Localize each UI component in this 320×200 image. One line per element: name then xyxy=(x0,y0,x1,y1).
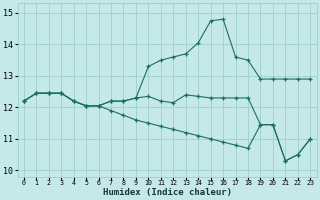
X-axis label: Humidex (Indice chaleur): Humidex (Indice chaleur) xyxy=(103,188,232,197)
